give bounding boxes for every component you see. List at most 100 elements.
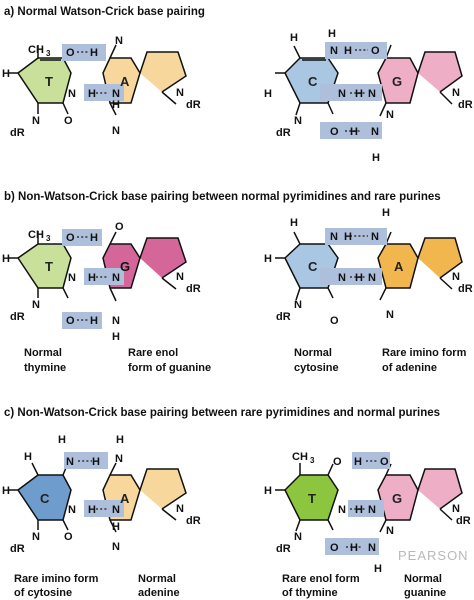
atom-h6: H	[2, 68, 10, 80]
hbond-box-1	[62, 44, 106, 61]
atom-n3: N	[68, 504, 76, 516]
pair-a-left: CH 3 O H N N H N H N O dR T A N H N dR	[2, 35, 201, 139]
atom-dr-a: dR	[186, 515, 201, 527]
atom-o4: O	[66, 47, 75, 59]
atom-n1: N	[368, 504, 376, 516]
atom-n6: N	[371, 231, 379, 243]
section-a-title: a) Normal Watson-Crick base pairing	[4, 6, 205, 18]
atom-ch3: CH	[28, 44, 44, 56]
adenine-5ring	[140, 52, 186, 92]
atom-n3: N	[68, 88, 76, 100]
atom-n3-gua: N	[386, 109, 394, 121]
section-b-title: b) Non-Watson-Crick base pairing between…	[4, 191, 441, 203]
atom-n1: N	[368, 272, 376, 284]
atom-dr-c: dR	[10, 543, 25, 555]
atom-dr-t: dR	[10, 127, 25, 139]
thymine-ring	[285, 475, 338, 520]
cytosine-letter: C	[40, 491, 50, 506]
adenine-5ring	[418, 238, 462, 278]
caption-b3-line2: cytosine	[294, 362, 339, 374]
atom-o2: O	[64, 115, 73, 127]
atom-dr-a: dR	[186, 99, 201, 111]
atom-h1: H	[355, 504, 363, 516]
atom-n1-thy: N	[32, 299, 40, 311]
pair-a-right: H N H O N H N H H N O H N H dR C G N N d…	[264, 28, 473, 164]
atom-n9-gua: N	[452, 87, 460, 99]
atom-o4: O	[66, 232, 75, 244]
hbond-box-2	[84, 500, 124, 517]
pair-b-right: N H N H N H N H H N O dR C A N N dR	[264, 207, 473, 327]
caption-b1-line2: thymine	[24, 362, 66, 374]
caption-b2-line1: Rare enol	[128, 347, 178, 359]
atom-h6: H	[2, 253, 10, 265]
atom-n3-ade: N	[112, 125, 120, 137]
atom-h6: H	[264, 88, 272, 100]
atom-h2b: H	[372, 152, 380, 164]
atom-n3: N	[338, 272, 346, 284]
guanine-6ring	[378, 58, 418, 103]
atom-dr-t: dR	[10, 311, 25, 323]
atom-ch3: CH	[292, 451, 308, 463]
atom-o2: O	[330, 542, 339, 554]
caption-b4-line1: Rare imino form	[382, 347, 467, 359]
guanine-5ring	[140, 238, 186, 278]
atom-h: H	[90, 232, 98, 244]
atom-o2: O	[66, 315, 75, 327]
atom-h4: H	[92, 456, 100, 468]
atom-n3: N	[338, 88, 346, 100]
atom-o2: O	[64, 531, 73, 543]
cytosine-letter: C	[308, 259, 318, 274]
caption-b3-line1: Normal	[294, 347, 332, 359]
hbond-box-2	[84, 268, 124, 285]
atom-dr-g: dR	[458, 99, 473, 111]
atom-n4: N	[330, 231, 338, 243]
atom-n6: N	[115, 453, 123, 465]
caption-c3-line1: Rare enol form	[282, 573, 360, 585]
atom-n2: N	[368, 542, 376, 554]
caption-b4-line2: of adenine	[382, 362, 437, 374]
caption-c2-line2: adenine	[138, 587, 180, 599]
atom-h4: H	[344, 231, 352, 243]
atom-n4: N	[330, 45, 338, 57]
atom-n1-cyt: N	[294, 115, 302, 127]
caption-c3-line2: of thymine	[282, 587, 338, 599]
hbond-box-1	[64, 452, 108, 469]
hbond-box-2	[348, 500, 384, 517]
caption-c1-line1: Rare imino form	[14, 573, 99, 585]
thymine-letter: T	[45, 259, 53, 274]
atom-h4: H	[354, 456, 362, 468]
adenine-letter: A	[120, 74, 130, 89]
cytosine-letter: C	[308, 74, 318, 89]
guanine-6ring	[378, 475, 418, 520]
atom-o6: O	[380, 456, 389, 468]
atom-n1: N	[112, 272, 120, 284]
atom-dr-c: dR	[276, 311, 291, 323]
atom-n3-gua: N	[386, 525, 394, 537]
atom-o6: O	[371, 45, 380, 57]
atom-h: H	[328, 28, 336, 40]
caption-b2-line2: form of guanine	[128, 362, 211, 374]
atom-h6: H	[382, 207, 390, 219]
atom-n4: N	[66, 456, 74, 468]
atom-h5: H	[290, 32, 298, 44]
atom-n9: N	[176, 503, 184, 515]
guanine-letter: G	[392, 74, 402, 89]
pair-c-right: CH 3 O H O N H N H N O H N H dR T G N N …	[264, 451, 471, 575]
atom-dr-a: dR	[458, 283, 473, 295]
atom-n2: N	[371, 126, 379, 138]
atom-n1-thy: N	[32, 115, 40, 127]
thymine-letter: T	[308, 491, 316, 506]
hbond-box-2	[84, 84, 124, 101]
pearson-watermark: PEARSON	[398, 548, 469, 563]
atom-n9: N	[452, 503, 460, 515]
atom-h2b: H	[112, 331, 120, 343]
atom-h3: H	[88, 88, 96, 100]
atom-h5: H	[290, 217, 298, 229]
atom-h2: H	[112, 521, 120, 533]
atom-n2: N	[112, 315, 120, 327]
atom-n3-ade: N	[386, 309, 394, 321]
atom-o4: O	[333, 456, 342, 468]
atom-h6: H	[264, 485, 272, 497]
atom-o2: O	[330, 126, 339, 138]
atom-n1: N	[112, 504, 120, 516]
